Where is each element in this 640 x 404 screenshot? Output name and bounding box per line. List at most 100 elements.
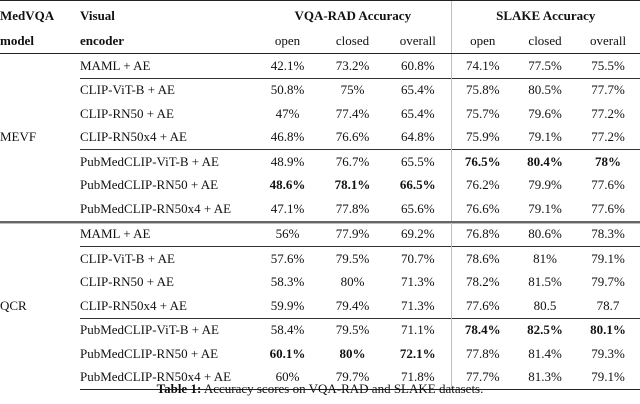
slake-closed-cell: 80.5% [514, 77, 577, 102]
vqarad-overall-cell: 71.3% [400, 274, 435, 290]
vqarad-overall-cell: 71.8% [385, 365, 452, 390]
table-row: PubMedCLIP-RN50x4 + AE 47.1% 77.8% 65.6% 76.… [0, 197, 640, 222]
encoder-cell: PubMedCLIP-ViT-B + AE [80, 317, 255, 342]
vqarad-closed-cell: 80% [339, 345, 366, 361]
slake-closed-cell: 81.5% [528, 274, 562, 290]
slake-overall-cell: 75.5% [591, 57, 625, 73]
vqarad-overall-cell: 66.5% [399, 177, 436, 193]
vqarad-overall-cell: 65.4% [400, 105, 435, 121]
encoder-cell: PubMedCLIP-ViT-B + AE [80, 149, 255, 174]
vqarad-open-cell: 58.3% [270, 274, 305, 290]
vqarad-closed-cell: 79.7% [320, 365, 385, 390]
vqarad-open-cell: 48.9% [255, 149, 320, 174]
vqarad-open-cell: 60.1% [269, 345, 306, 361]
slake-open-cell: 77.7% [450, 365, 515, 390]
table-row: CLIP-ViT-B + AE 50.8% 75% 65.4% 75.8% 80.5% 77… [0, 77, 640, 102]
encoder-header: Visual [80, 0, 255, 29]
model-name-cell: QCR [0, 220, 80, 390]
slake-open-cell: 75.7% [450, 102, 515, 126]
slake-closed-header: closed [514, 29, 577, 54]
slake-closed-cell: 79.6% [528, 105, 562, 121]
encoder-cell: PubMedCLIP-RN50x4 + AE [80, 200, 232, 216]
vqarad-open-cell: 58.4% [255, 317, 320, 342]
slake-open-cell: 75.8% [450, 77, 515, 102]
table-row: CLIP-RN50x4 + AE 59.9% 79.4% 71.3% 77.6% 80.5… [0, 294, 640, 318]
slake-overall-cell: 77.2% [591, 105, 625, 121]
slake-overall-cell: 77.6% [591, 200, 625, 216]
vqarad-overall-cell: 65.4% [385, 77, 452, 102]
encoder-header-line2: encoder [80, 29, 255, 54]
slake-closed-cell: 81.4% [528, 345, 562, 361]
slake-closed-cell: 81.3% [514, 365, 577, 390]
encoder-cell: CLIP-RN50x4 + AE [80, 297, 188, 313]
slake-overall-cell: 79.1% [576, 365, 640, 390]
table-row: PubMedCLIP-RN50x4 + AE 60% 79.7% 71.8% 77.7%… [0, 365, 640, 390]
vqarad-open-cell: 48.6% [269, 177, 306, 193]
header-row-2: model encoder open closed overall open c… [0, 29, 640, 54]
slake-overall-cell: 77.2% [591, 129, 625, 145]
table-row: QCR MAML + AE 56% 77.9% 69.2% 76.8% 80.6% 78.3% [0, 220, 640, 390]
vqarad-overall-cell: 60.8% [400, 57, 435, 73]
slake-open-cell: 76.8% [450, 220, 515, 247]
slake-closed-cell: 80.6% [514, 220, 577, 247]
table-row: CLIP-RN50x4 + AE 46.8% 76.6% 64.8% 75.9% 79.1… [0, 125, 640, 150]
slake-open-cell: 77.8% [450, 342, 515, 366]
vqarad-overall-cell: 72.1% [399, 345, 436, 361]
table-row: CLIP-RN50 + AE 58.3% 80% 71.3% 78.2% 81.5% 79.… [0, 270, 640, 294]
vqarad-overall-cell: 69.2% [385, 220, 452, 247]
vqarad-open-cell: 42.1% [270, 57, 305, 73]
slake-closed-cell: 80.5 [533, 297, 557, 313]
slake-open-cell: 78.4% [450, 317, 515, 342]
encoder-cell: MAML + AE [80, 220, 255, 247]
table-row: MEVF MAML + AE 42.1% 73.2% 60.8% 74.1% 77.5% 75… [0, 53, 640, 144]
vqarad-closed-header: closed [320, 29, 385, 54]
encoder-cell: MAML + AE [80, 57, 151, 73]
vqarad-open-cell: 46.8% [270, 129, 305, 145]
vqarad-overall-cell: 71.3% [400, 297, 435, 313]
caption-label: Table 1: [156, 381, 202, 396]
encoder-cell: CLIP-RN50x4 + AE [80, 129, 188, 145]
slake-overall-cell: 77.7% [576, 77, 640, 102]
vqarad-closed-cell: 77.4% [335, 105, 370, 121]
vqarad-closed-cell: 77.8% [335, 200, 370, 216]
vqarad-closed-cell: 76.7% [320, 149, 385, 174]
vqarad-overall-cell: 65.6% [400, 200, 435, 216]
vqarad-closed-cell: 73.2% [335, 57, 370, 73]
slake-closed-cell: 79.1% [528, 200, 562, 216]
slake-closed-cell: 82.5% [514, 317, 577, 342]
vqarad-header: VQA-RAD Accuracy [255, 0, 452, 29]
slake-open-cell: 75.9% [450, 125, 515, 150]
slake-closed-cell: 80.4% [514, 149, 577, 174]
vqarad-open-cell: 50.8% [255, 77, 320, 102]
vqarad-open-cell: 59.9% [270, 297, 305, 313]
slake-overall-cell: 78.7 [596, 297, 620, 313]
encoder-cell: PubMedCLIP-RN50 + AE [80, 345, 219, 361]
model-header: MedVQA [0, 0, 80, 29]
table-row: PubMedCLIP-ViT-B + AE 58.4% 79.5% 71.1% 78.4… [0, 317, 640, 342]
slake-closed-cell: 77.5% [528, 57, 562, 73]
vqarad-open-cell: 47.1% [270, 200, 305, 216]
table-row: CLIP-RN50 + AE 47% 77.4% 65.4% 75.7% 79.6% 77.… [0, 102, 640, 126]
model-name-cell: MEVF [0, 129, 37, 145]
vqarad-open-header: open [255, 29, 320, 54]
table-row: CLIP-ViT-B + AE 57.6% 79.5% 70.7% 78.6% 81% 79… [0, 246, 640, 271]
table-row: PubMedCLIP-RN50 + AE 60.1% 80% 72.1% 77.8% 81… [0, 342, 640, 366]
slake-closed-cell: 79.9% [528, 177, 562, 193]
vqarad-open-cell: 60% [255, 365, 320, 390]
slake-open-cell: 74.1% [450, 53, 515, 78]
table-caption: Table 1: Accuracy scores on VQA-RAD and … [0, 381, 640, 397]
table-row: PubMedCLIP-RN50 + AE 48.6% 78.1% 66.5% 76.2%… [0, 173, 640, 197]
encoder-cell: CLIP-RN50 + AE [80, 105, 175, 121]
encoder-cell: PubMedCLIP-RN50 + AE [80, 177, 219, 193]
slake-closed-cell: 79.1% [528, 129, 562, 145]
slake-open-header: open [450, 29, 515, 54]
slake-open-cell: 77.6% [450, 294, 515, 318]
vqarad-closed-cell: 80% [340, 274, 365, 290]
caption-text: Accuracy scores on VQA-RAD and SLAKE dat… [201, 381, 484, 396]
slake-overall-cell: 77.6% [591, 177, 625, 193]
vqarad-closed-cell: 77.9% [320, 220, 385, 247]
header-row-1: MedVQA Visual VQA-RAD Accuracy SLAKE Acc… [0, 0, 640, 29]
vqarad-closed-cell: 79.5% [320, 317, 385, 342]
vqarad-open-cell: 57.6% [255, 246, 320, 271]
